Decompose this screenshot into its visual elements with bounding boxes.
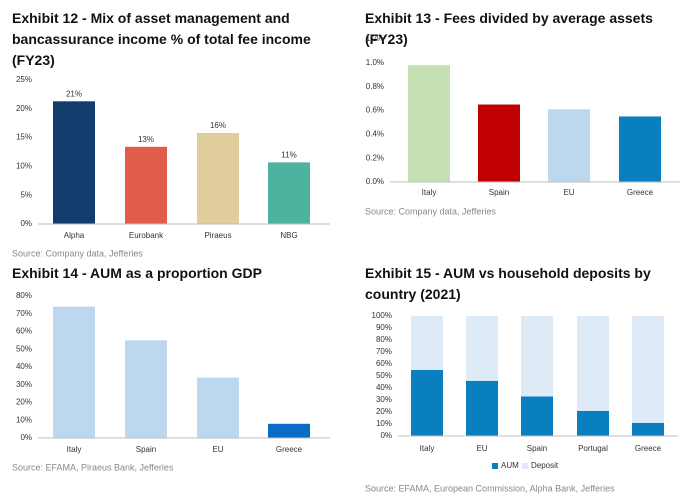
y-tick-label: 60% bbox=[376, 359, 392, 368]
y-tick-label: 10% bbox=[376, 419, 392, 428]
x-tick-label: Greece bbox=[635, 444, 662, 453]
y-tick-label: 20% bbox=[16, 398, 32, 407]
y-tick-label: 0.4% bbox=[366, 129, 384, 138]
y-tick-label: 15% bbox=[16, 133, 32, 142]
y-tick-label: 30% bbox=[376, 395, 392, 404]
y-tick-label: 0.8% bbox=[366, 82, 384, 91]
bar bbox=[268, 423, 310, 438]
x-tick-label: Greece bbox=[276, 445, 303, 454]
legend-swatch bbox=[522, 463, 528, 469]
y-tick-label: 80% bbox=[376, 335, 392, 344]
source-note: Source: Company data, Jefferies bbox=[365, 206, 496, 216]
bar-segment bbox=[521, 316, 553, 397]
bar bbox=[408, 65, 450, 182]
bar bbox=[197, 132, 239, 224]
bar bbox=[197, 377, 239, 438]
x-tick-label: Alpha bbox=[64, 231, 85, 240]
value-label: 11% bbox=[281, 150, 296, 159]
x-tick-label: Greece bbox=[627, 188, 654, 197]
bar bbox=[619, 116, 661, 182]
y-tick-label: 100% bbox=[372, 311, 392, 320]
bar bbox=[268, 162, 310, 224]
bar-segment bbox=[466, 380, 498, 436]
y-tick-label: 80% bbox=[16, 291, 32, 300]
y-tick-label: 5% bbox=[20, 190, 32, 199]
chart-title: Exhibit 13 - Fees divided by average ass… bbox=[365, 10, 653, 47]
y-tick-label: 20% bbox=[16, 104, 32, 113]
y-tick-label: 60% bbox=[16, 327, 32, 336]
bar-segment bbox=[632, 422, 664, 436]
legend-label: AUM bbox=[501, 461, 519, 470]
y-tick-label: 10% bbox=[16, 415, 32, 424]
x-tick-label: Eurobank bbox=[129, 231, 164, 240]
bar-segment bbox=[577, 316, 609, 411]
x-tick-label: EU bbox=[212, 445, 223, 454]
x-tick-label: Portugal bbox=[578, 444, 608, 453]
y-tick-label: 25% bbox=[16, 75, 32, 84]
y-tick-label: 1.2% bbox=[366, 34, 384, 43]
y-tick-label: 10% bbox=[16, 162, 32, 171]
x-tick-label: Spain bbox=[136, 445, 156, 454]
value-label: 13% bbox=[138, 135, 154, 144]
y-tick-label: 0% bbox=[20, 219, 32, 228]
y-tick-label: 0% bbox=[20, 433, 32, 442]
bar-segment bbox=[411, 370, 443, 436]
source-note: Source: EFAMA, European Commission, Alph… bbox=[365, 483, 615, 493]
y-tick-label: 0% bbox=[380, 431, 392, 440]
x-tick-label: EU bbox=[476, 444, 487, 453]
chart-title: Exhibit 14 - AUM as a proportion GDP bbox=[12, 265, 262, 281]
y-tick-label: 1.0% bbox=[366, 58, 384, 67]
y-tick-label: 40% bbox=[16, 362, 32, 371]
source-note: Source: Company data, Jefferies bbox=[12, 248, 143, 258]
value-label: 16% bbox=[210, 121, 226, 130]
x-tick-label: EU bbox=[563, 188, 574, 197]
x-tick-label: Spain bbox=[489, 188, 509, 197]
x-tick-label: Italy bbox=[67, 445, 82, 454]
legend-swatch bbox=[492, 463, 498, 469]
bar-segment bbox=[632, 316, 664, 423]
bar bbox=[53, 101, 95, 224]
x-tick-label: Italy bbox=[422, 188, 437, 197]
bar bbox=[125, 146, 167, 224]
legend-label: Deposit bbox=[531, 461, 559, 470]
bar-segment bbox=[411, 316, 443, 370]
chart-title: Exhibit 12 - Mix of asset management and… bbox=[12, 10, 311, 68]
y-tick-label: 70% bbox=[16, 309, 32, 318]
bar bbox=[53, 306, 95, 438]
bar-segment bbox=[466, 316, 498, 381]
x-tick-label: Piraeus bbox=[204, 231, 231, 240]
chart-title: Exhibit 15 - AUM vs household deposits b… bbox=[365, 265, 651, 302]
y-tick-label: 40% bbox=[376, 383, 392, 392]
y-tick-label: 30% bbox=[16, 380, 32, 389]
y-tick-label: 20% bbox=[376, 407, 392, 416]
bar bbox=[548, 109, 590, 182]
y-tick-label: 90% bbox=[376, 323, 392, 332]
y-tick-label: 50% bbox=[376, 371, 392, 380]
x-tick-label: Italy bbox=[420, 444, 435, 453]
bar-segment bbox=[577, 410, 609, 436]
y-tick-label: 0.6% bbox=[366, 106, 384, 115]
y-tick-label: 0.0% bbox=[366, 177, 384, 186]
bar bbox=[478, 104, 520, 182]
bar-segment bbox=[521, 396, 553, 436]
y-tick-label: 0.2% bbox=[366, 153, 384, 162]
y-tick-label: 50% bbox=[16, 344, 32, 353]
y-tick-label: 70% bbox=[376, 347, 392, 356]
x-tick-label: NBG bbox=[280, 231, 297, 240]
x-tick-label: Spain bbox=[527, 444, 547, 453]
value-label: 21% bbox=[66, 89, 82, 98]
bar bbox=[125, 340, 167, 438]
source-note: Source: EFAMA, Piraeus Bank, Jefferies bbox=[12, 462, 174, 472]
